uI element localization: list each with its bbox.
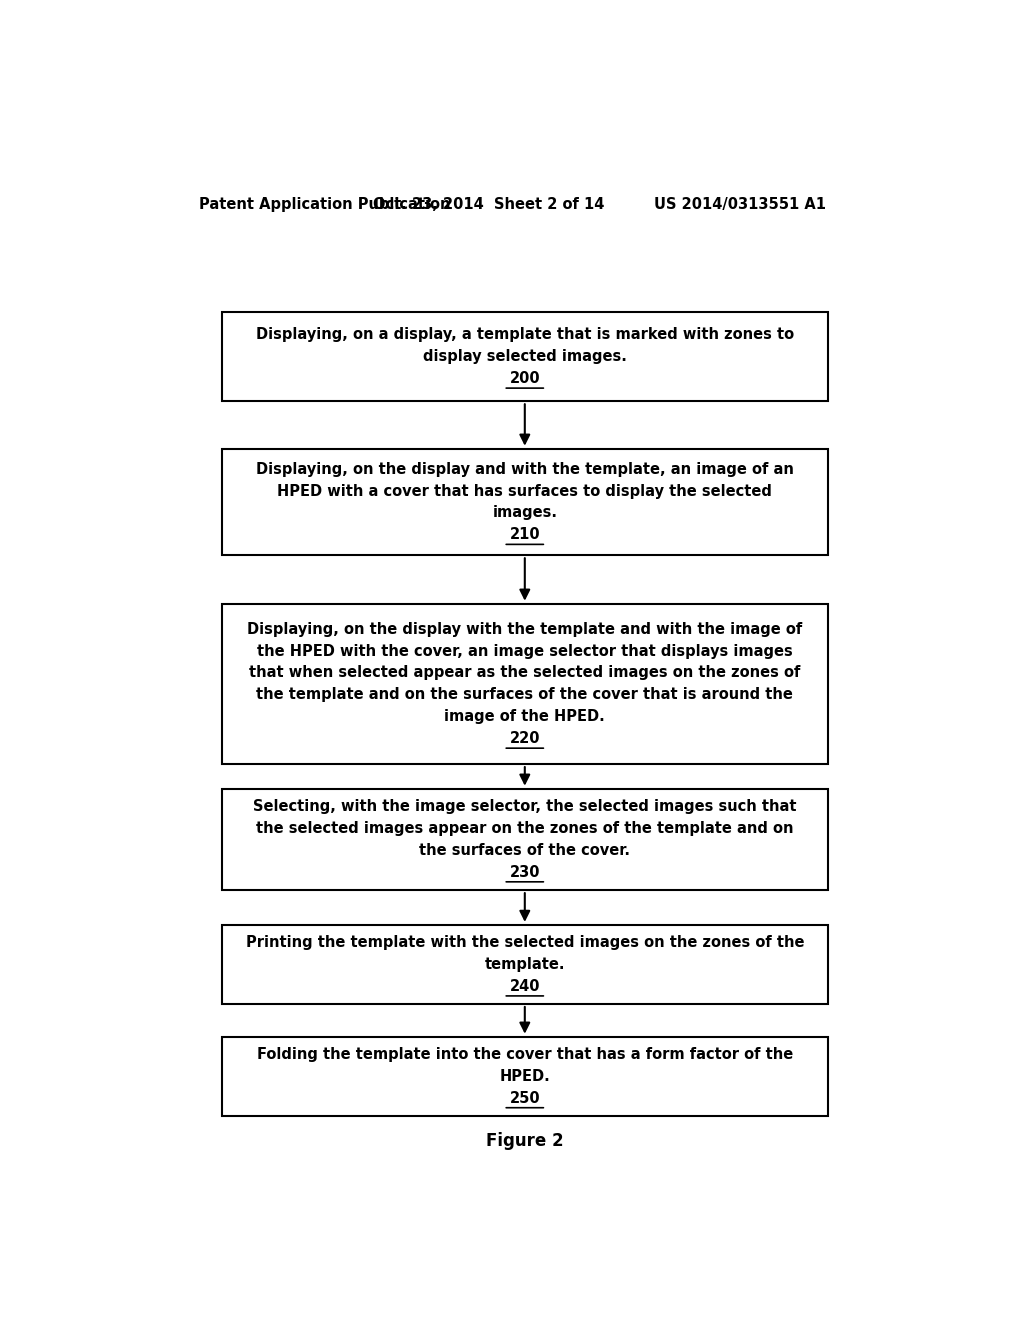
Text: images.: images.: [493, 506, 557, 520]
Text: 200: 200: [510, 371, 540, 385]
Text: Printing the template with the selected images on the zones of the: Printing the template with the selected …: [246, 935, 804, 950]
Text: template.: template.: [484, 957, 565, 972]
Text: US 2014/0313551 A1: US 2014/0313551 A1: [654, 197, 826, 211]
Text: display selected images.: display selected images.: [423, 348, 627, 364]
Text: 240: 240: [510, 978, 540, 994]
Text: HPED with a cover that has surfaces to display the selected: HPED with a cover that has surfaces to d…: [278, 483, 772, 499]
Text: that when selected appear as the selected images on the zones of: that when selected appear as the selecte…: [249, 665, 801, 680]
Text: Displaying, on the display with the template and with the image of: Displaying, on the display with the temp…: [247, 622, 803, 636]
Text: the template and on the surfaces of the cover that is around the: the template and on the surfaces of the …: [256, 688, 794, 702]
Text: 220: 220: [510, 731, 540, 746]
Bar: [221, 1036, 828, 1115]
Bar: [221, 449, 828, 556]
Text: Displaying, on a display, a template that is marked with zones to: Displaying, on a display, a template tha…: [256, 327, 794, 342]
Bar: [221, 925, 828, 1005]
Text: Displaying, on the display and with the template, an image of an: Displaying, on the display and with the …: [256, 462, 794, 477]
Text: HPED.: HPED.: [500, 1069, 550, 1084]
Text: 230: 230: [510, 865, 540, 879]
Text: 250: 250: [510, 1090, 540, 1106]
Text: image of the HPED.: image of the HPED.: [444, 709, 605, 725]
Text: the selected images appear on the zones of the template and on: the selected images appear on the zones …: [256, 821, 794, 836]
Text: 210: 210: [510, 527, 540, 543]
Text: the HPED with the cover, an image selector that displays images: the HPED with the cover, an image select…: [257, 644, 793, 659]
Text: Folding the template into the cover that has a form factor of the: Folding the template into the cover that…: [257, 1047, 793, 1061]
Text: Figure 2: Figure 2: [486, 1133, 563, 1150]
Text: Oct. 23, 2014  Sheet 2 of 14: Oct. 23, 2014 Sheet 2 of 14: [374, 197, 605, 211]
Bar: [221, 788, 828, 890]
Bar: [221, 603, 828, 764]
Bar: [221, 312, 828, 401]
Text: Selecting, with the image selector, the selected images such that: Selecting, with the image selector, the …: [253, 799, 797, 814]
Text: the surfaces of the cover.: the surfaces of the cover.: [419, 842, 631, 858]
Text: Patent Application Publication: Patent Application Publication: [200, 197, 451, 211]
